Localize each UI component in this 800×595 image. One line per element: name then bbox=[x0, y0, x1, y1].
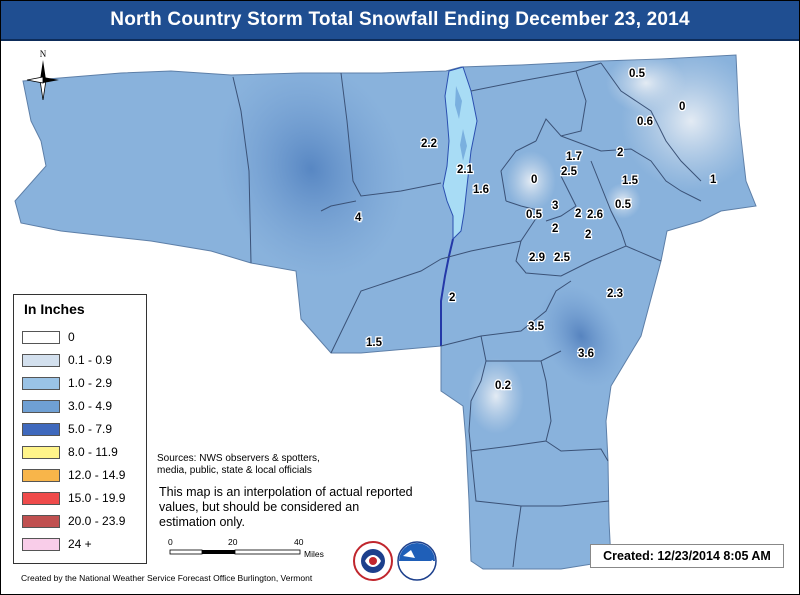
legend-label: 20.0 - 23.9 bbox=[68, 514, 126, 528]
credits: Created by the National Weather Service … bbox=[21, 573, 313, 583]
legend-item: 5.0 - 7.9 bbox=[22, 421, 112, 437]
snowfall-map: 0.5 0 0.6 2.2 2.1 1.6 0 1.7 2.5 2 1.5 1 … bbox=[14, 54, 757, 570]
legend-swatch bbox=[22, 330, 60, 344]
disclaimer: This map is an interpolation of actual r… bbox=[159, 485, 449, 530]
legend-item: 0.1 - 0.9 bbox=[22, 352, 112, 368]
created-timestamp: Created: 12/23/2014 8:05 AM bbox=[603, 549, 771, 563]
legend-swatch bbox=[22, 514, 60, 528]
legend-item: 12.0 - 14.9 bbox=[22, 467, 125, 483]
snow-value: 0.5 bbox=[526, 209, 543, 221]
light-zone-south bbox=[468, 358, 524, 434]
light-zone-north bbox=[606, 55, 686, 113]
snow-value: 4 bbox=[355, 212, 362, 224]
north-label: N bbox=[40, 49, 47, 59]
legend-swatch bbox=[22, 537, 60, 551]
snow-value: 0.6 bbox=[637, 116, 653, 128]
snow-value: 2.5 bbox=[561, 166, 578, 178]
title-bar: North Country Storm Total Snowfall Endin… bbox=[1, 1, 799, 41]
snow-value: 2 bbox=[575, 208, 581, 220]
snow-value: 0.5 bbox=[629, 68, 646, 80]
sources-note: Sources: NWS observers & spotters, media… bbox=[157, 453, 357, 477]
legend-label: 8.0 - 11.9 bbox=[68, 445, 118, 459]
snow-value: 1.5 bbox=[366, 337, 383, 349]
map-title: North Country Storm Total Snowfall Endin… bbox=[110, 9, 690, 30]
snow-value: 2 bbox=[449, 292, 455, 304]
champlain-river bbox=[440, 238, 454, 346]
legend-label: 5.0 - 7.9 bbox=[68, 422, 113, 436]
snow-value: 0.5 bbox=[615, 199, 632, 211]
legend-swatch bbox=[22, 376, 60, 390]
legend-item: 3.0 - 4.9 bbox=[22, 398, 112, 414]
snow-value: 3.6 bbox=[578, 348, 594, 360]
snow-value: 2.2 bbox=[421, 138, 437, 150]
legend-swatch bbox=[22, 445, 60, 459]
snow-value: 2.3 bbox=[607, 288, 623, 300]
snow-value: 0.2 bbox=[495, 380, 511, 392]
disclaimer-line: estimation only. bbox=[159, 515, 245, 529]
legend-swatch bbox=[22, 491, 60, 505]
legend-item: 20.0 - 23.9 bbox=[22, 513, 125, 529]
snow-value: 2 bbox=[617, 147, 623, 159]
legend-label: 0 bbox=[68, 330, 75, 344]
county-lines-ny bbox=[232, 72, 442, 354]
snow-value: 2.6 bbox=[587, 209, 603, 221]
legend-swatch bbox=[22, 422, 60, 436]
snow-value: 1 bbox=[710, 174, 717, 186]
agency-logos bbox=[353, 541, 437, 581]
light-zone-central bbox=[506, 151, 556, 211]
north-arrow-icon: N bbox=[26, 49, 59, 101]
legend-swatch bbox=[22, 399, 60, 413]
created-timestamp-box: Created: 12/23/2014 8:05 AM bbox=[590, 544, 784, 568]
sources-line: media, public, state & local officials bbox=[157, 465, 312, 476]
snow-value-labels: 0.5 0 0.6 2.2 2.1 1.6 0 1.7 2.5 2 1.5 1 … bbox=[354, 67, 719, 394]
legend-item: 15.0 - 19.9 bbox=[22, 490, 125, 506]
snow-value: 1.7 bbox=[566, 151, 582, 163]
snow-value: 0 bbox=[679, 101, 685, 113]
scale-tick-0: 0 bbox=[168, 537, 173, 547]
lake-islands bbox=[455, 86, 467, 161]
snow-value: 3 bbox=[552, 200, 558, 212]
nws-logo-icon bbox=[353, 541, 393, 581]
legend-item: 1.0 - 2.9 bbox=[22, 375, 112, 391]
snow-value: 2.9 bbox=[529, 252, 545, 264]
scale-unit: Miles bbox=[304, 549, 324, 559]
legend-swatch bbox=[22, 353, 60, 367]
snow-value: 2.1 bbox=[457, 164, 474, 176]
sources-line: Sources: NWS observers & spotters, bbox=[157, 453, 320, 464]
legend-item: 24 + bbox=[22, 536, 92, 552]
snow-value: 3.5 bbox=[528, 321, 545, 333]
legend-label: 1.0 - 2.9 bbox=[68, 376, 113, 390]
legend-label: 24 + bbox=[68, 537, 92, 551]
disclaimer-line: This map is an interpolation of actual r… bbox=[159, 485, 413, 499]
legend-item: 8.0 - 11.9 bbox=[22, 444, 118, 460]
county-lines-vt bbox=[440, 62, 702, 568]
legend-label: 12.0 - 14.9 bbox=[68, 468, 126, 482]
legend: In Inches 0 0.1 - 0.9 1.0 - 2.9 3.0 - 4.… bbox=[13, 294, 147, 564]
scale-bar: 0 20 40 Miles bbox=[168, 537, 324, 559]
snow-value: 2 bbox=[585, 229, 591, 241]
light-zone-east bbox=[605, 183, 641, 219]
legend-item: 0 bbox=[22, 329, 75, 345]
scale-tick-20: 20 bbox=[228, 537, 238, 547]
scale-tick-40: 40 bbox=[294, 537, 304, 547]
legend-title: In Inches bbox=[24, 301, 85, 317]
legend-label: 0.1 - 0.9 bbox=[68, 353, 113, 367]
noaa-logo-icon bbox=[397, 541, 437, 581]
legend-swatch bbox=[22, 468, 60, 482]
snow-value: 1.6 bbox=[473, 184, 489, 196]
legend-label: 15.0 - 19.9 bbox=[68, 491, 126, 505]
disclaimer-line: values, but should be considered an bbox=[159, 500, 360, 514]
snow-value: 1.5 bbox=[622, 175, 639, 187]
snow-zone-adirondacks bbox=[215, 59, 407, 279]
snow-value: 2 bbox=[552, 223, 558, 235]
legend-label: 3.0 - 4.9 bbox=[68, 399, 113, 413]
snow-value: 0 bbox=[531, 174, 537, 186]
snow-value: 2.5 bbox=[554, 252, 571, 264]
snow-zone-central-vt bbox=[538, 284, 624, 388]
